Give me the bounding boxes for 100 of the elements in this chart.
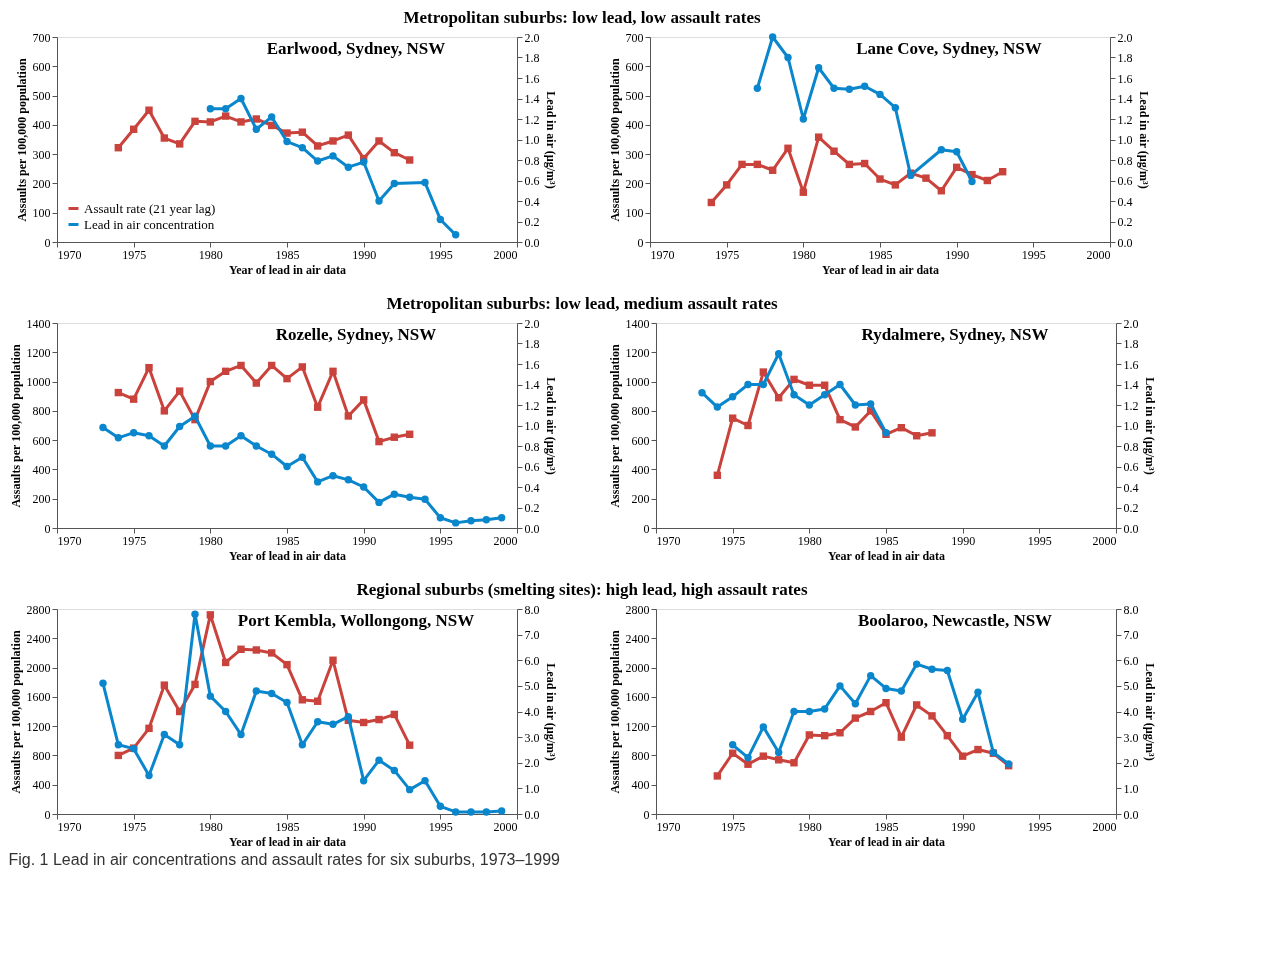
x-tick-label: 2000 [1092, 819, 1117, 834]
y-tick-label: 1200 [625, 719, 650, 734]
legend-label: Lead in air concentration [84, 216, 215, 232]
y-tick-label: 1200 [26, 345, 51, 360]
y2-tick-label: 0.0 [524, 235, 540, 250]
y2-tick-label: 1.4 [1123, 378, 1139, 392]
y2-tick-label: 8.0 [524, 602, 540, 617]
y2-tick-label: 3.0 [524, 730, 540, 745]
y2-tick-label: 1.0 [524, 781, 540, 796]
y2-tick-label: 6.0 [524, 653, 540, 668]
y2-tick-label: 0.0 [1123, 807, 1139, 822]
x-tick-label: 1990 [352, 247, 377, 262]
y-tick-label: 200 [625, 176, 644, 191]
y-axis-title: Assaults per 100,000 population [607, 344, 622, 508]
chart-title: Boolaroo, Newcastle, NSW [857, 611, 1053, 630]
text: Metropolitan suburbs: low lead, medium assault rates [386, 293, 778, 313]
y2-tick-label: 0.4 [524, 480, 540, 495]
y-tick-label: 700 [32, 30, 51, 45]
y2-tick-label: 2.0 [1123, 316, 1139, 331]
x-axis-title: Year of lead in air data [228, 548, 347, 563]
y-tick-label: 0 [44, 235, 51, 250]
x-tick-label: 1970 [57, 247, 82, 262]
y2-tick-label: 0.6 [1123, 460, 1139, 474]
y2-tick-label: 1.2 [524, 398, 540, 413]
x-tick-label: 1995 [428, 247, 453, 262]
y2-tick-label: 1.6 [524, 71, 540, 86]
y-tick-label: 1600 [26, 690, 51, 705]
x-tick-label: 1985 [874, 819, 899, 834]
x-tick-label: 1995 [1027, 533, 1052, 548]
y-tick-label: 1400 [26, 316, 51, 331]
y-tick-label: 600 [631, 433, 650, 448]
y-tick-label: 700 [625, 30, 644, 45]
y2-axis-title: Lead in air (µg/m³) [543, 663, 558, 761]
x-tick-label: 2000 [493, 247, 518, 262]
y2-tick-label: 2.0 [524, 756, 540, 771]
x-tick-label: 2000 [493, 533, 518, 548]
y-tick-label: 800 [631, 404, 650, 419]
y2-tick-label: 0.2 [524, 501, 540, 515]
y2-tick-label: 0.2 [1123, 501, 1139, 515]
y-tick-label: 300 [625, 147, 644, 162]
x-tick-label: 1990 [945, 247, 970, 262]
x-tick-label: 1970 [656, 819, 681, 834]
x-tick-label: 1975 [122, 533, 147, 548]
x-tick-label: 1970 [57, 819, 82, 834]
x-tick-label: 1980 [797, 533, 822, 548]
y2-tick-label: 0.0 [524, 807, 540, 822]
y-axis-title: Assaults per 100,000 population [14, 58, 29, 222]
x-tick-label: 1975 [715, 247, 740, 262]
y2-tick-label: 1.8 [1123, 337, 1139, 351]
x-tick-label: 1980 [198, 247, 223, 262]
y2-tick-label: 1.4 [524, 378, 540, 392]
y2-tick-label: 0.0 [1123, 521, 1139, 536]
y2-tick-label: 1.6 [1123, 357, 1139, 372]
y2-tick-label: 2.0 [524, 316, 540, 331]
x-tick-label: 1985 [275, 819, 300, 834]
x-axis-title: Year of lead in air data [228, 262, 347, 277]
x-tick-label: 1980 [791, 247, 816, 262]
y-tick-label: 1200 [26, 719, 51, 734]
y2-tick-label: 1.6 [524, 357, 540, 372]
y-tick-label: 100 [625, 206, 644, 221]
y2-tick-label: 0.2 [524, 215, 540, 229]
y2-tick-label: 0.8 [1123, 439, 1139, 454]
x-tick-label: 1985 [275, 533, 300, 548]
y2-tick-label: 0.4 [1123, 480, 1139, 495]
x-tick-label: 1985 [275, 247, 300, 262]
x-tick-label: 1975 [122, 819, 147, 834]
x-tick-label: 1995 [428, 533, 453, 548]
y2-tick-label: 0.8 [524, 439, 540, 454]
y2-tick-label: 1.2 [1123, 398, 1139, 413]
y2-tick-label: 0.2 [1117, 215, 1133, 229]
x-tick-label: 1975 [721, 533, 746, 548]
y2-tick-label: 0.8 [1117, 153, 1133, 168]
y-tick-label: 800 [32, 748, 51, 763]
y2-axis-title: Lead in air (µg/m³) [1136, 91, 1151, 189]
x-tick-label: 1995 [1021, 247, 1046, 262]
y2-tick-label: 5.0 [524, 679, 540, 694]
y2-tick-label: 4.0 [1123, 705, 1139, 719]
y2-tick-label: 1.8 [524, 337, 540, 351]
y2-tick-label: 1.0 [1123, 781, 1139, 796]
y2-tick-label: 2.0 [1123, 756, 1139, 771]
y-tick-label: 600 [32, 59, 51, 74]
y-tick-label: 200 [631, 492, 650, 507]
x-tick-label: 1990 [352, 819, 377, 834]
y2-tick-label: 0.0 [524, 521, 540, 536]
x-tick-label: 2000 [1092, 533, 1117, 548]
y2-tick-label: 0.0 [1117, 235, 1133, 250]
y2-tick-label: 1.4 [524, 92, 540, 106]
y-tick-label: 600 [625, 59, 644, 74]
y-tick-label: 2000 [26, 661, 51, 676]
x-tick-label: 1985 [874, 533, 899, 548]
x-tick-label: 1970 [57, 533, 82, 548]
y2-tick-label: 7.0 [524, 628, 540, 643]
y-tick-label: 500 [625, 89, 644, 104]
y-tick-label: 800 [32, 404, 51, 419]
chart-title: Rydalmere, Sydney, NSW [861, 325, 1049, 344]
y-tick-label: 0 [44, 807, 51, 822]
y-tick-label: 400 [32, 118, 51, 133]
y-tick-label: 1200 [625, 345, 650, 360]
y-axis-title: Assaults per 100,000 population [8, 630, 23, 794]
x-axis-title: Year of lead in air data [827, 548, 946, 563]
